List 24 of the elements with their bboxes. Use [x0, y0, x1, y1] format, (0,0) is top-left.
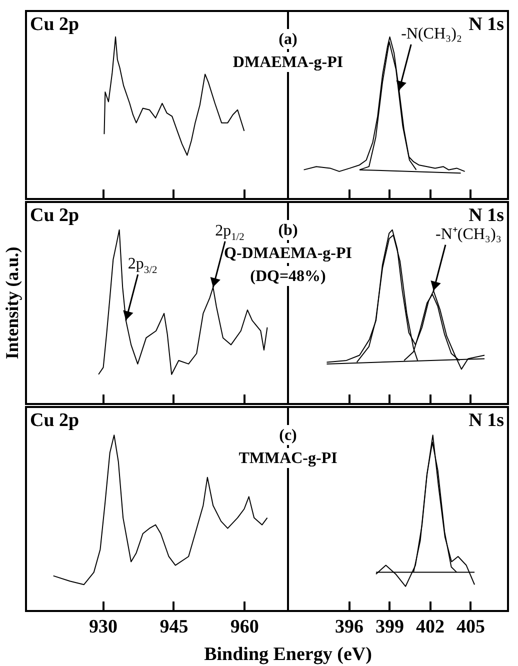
- x-tick-label: 405: [456, 616, 485, 638]
- annotation: (DQ=48%): [250, 268, 326, 285]
- annotation: Q-DMAEMA-g-PI: [224, 245, 352, 262]
- chart-title: Cu 2p: [30, 14, 80, 35]
- x-tick-label: 930: [89, 616, 118, 638]
- x-tick-label: 402: [416, 616, 444, 638]
- annotation: TMMAC-g-PI: [238, 450, 338, 467]
- x-tick-label: 396: [334, 616, 364, 638]
- annotation: -N⁺(CH₃)₃: [435, 226, 502, 243]
- annotation: -N(CH₃)₂: [401, 25, 462, 42]
- x-tick-label: 945: [160, 616, 188, 638]
- y-axis-title: Intensity (a.u.): [2, 246, 22, 360]
- chart-title: N 1s: [468, 410, 504, 431]
- chart-title: N 1s: [468, 14, 504, 35]
- annotation: (a): [278, 31, 298, 48]
- x-axis-title: Binding Energy (eV): [204, 644, 372, 665]
- chart-title: Cu 2p: [30, 205, 80, 226]
- annotation: (b): [278, 222, 298, 239]
- chart-title: N 1s: [468, 205, 504, 226]
- annotation: DMAEMA-g-PI: [232, 54, 344, 71]
- x-tick-label: 960: [230, 616, 259, 638]
- x-tick-label: 399: [375, 616, 404, 638]
- annotation: (c): [279, 427, 297, 444]
- chart-title: Cu 2p: [30, 410, 80, 431]
